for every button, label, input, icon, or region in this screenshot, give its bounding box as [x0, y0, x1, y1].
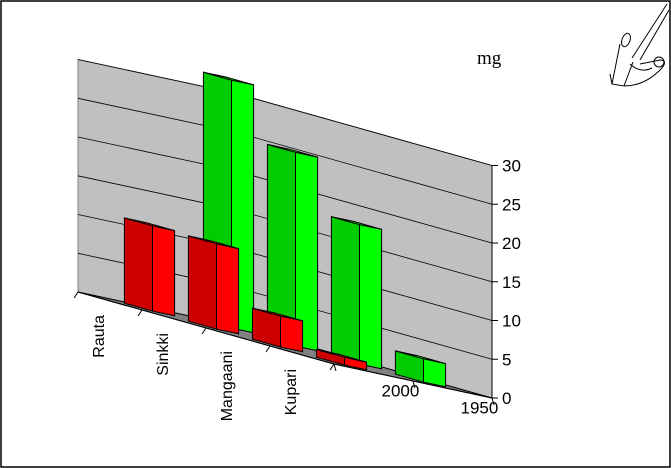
y-axis-label: mg	[477, 48, 502, 69]
series-tick-label: 1950	[461, 399, 499, 418]
bar-top-face	[267, 143, 318, 158]
y-tick-label: 10	[502, 312, 521, 331]
x-tick	[201, 327, 207, 335]
bar-top-face	[252, 307, 303, 322]
x-tick	[329, 363, 335, 371]
bar-top-face	[316, 348, 367, 363]
bar-front-face	[187, 235, 217, 330]
bar-1950-mangaani	[330, 216, 383, 370]
series-tick	[333, 363, 337, 372]
bar-side-face	[152, 225, 176, 317]
series-axis: 1950 2000	[333, 363, 499, 418]
pen-hand-icon	[609, 3, 670, 87]
bar-front-face	[330, 216, 360, 365]
bar-front-face	[123, 217, 153, 312]
y-axis: 0 5 10 15 20 25 30	[491, 157, 521, 408]
x-tick	[73, 291, 79, 299]
bar-top-face	[188, 235, 239, 250]
series-tick	[491, 397, 495, 406]
y-tick-label: 25	[502, 195, 521, 214]
y-tick-label: 20	[502, 234, 521, 253]
bar-side-face	[280, 315, 304, 353]
series-tick	[412, 380, 416, 389]
bar-2000-kupari	[315, 348, 368, 371]
bar-2000-mangaani	[251, 307, 304, 353]
bar-top-face	[331, 216, 382, 230]
bar-top-face	[124, 217, 175, 232]
y-tick-label: 15	[502, 273, 521, 292]
series-tick-label: 2000	[382, 382, 420, 401]
y-tick-label: 0	[502, 389, 511, 408]
bar-side-face	[359, 223, 383, 370]
x-tick	[265, 345, 271, 353]
x-tick-label: Sinkki	[155, 333, 172, 376]
x-axis: Rauta Sinkki Mangaani Kupari	[73, 291, 335, 421]
y-tick-label: 5	[502, 350, 511, 369]
bar-1950-kupari	[394, 350, 447, 388]
bar-2000-sinkki	[187, 235, 240, 335]
x-tick-label: Kupari	[283, 369, 300, 415]
x-tick-label: Mangaani	[219, 351, 236, 421]
bar-2000-rauta	[123, 217, 176, 317]
bars	[123, 71, 447, 388]
x-tick-label: Rauta	[91, 315, 108, 358]
bar-top-face	[395, 350, 446, 365]
y-tick-label: 30	[502, 157, 521, 176]
x-tick	[137, 309, 143, 317]
bar-1950-sinkki	[266, 143, 319, 352]
bar-side-face	[216, 243, 240, 335]
bar-top-face	[203, 71, 254, 86]
